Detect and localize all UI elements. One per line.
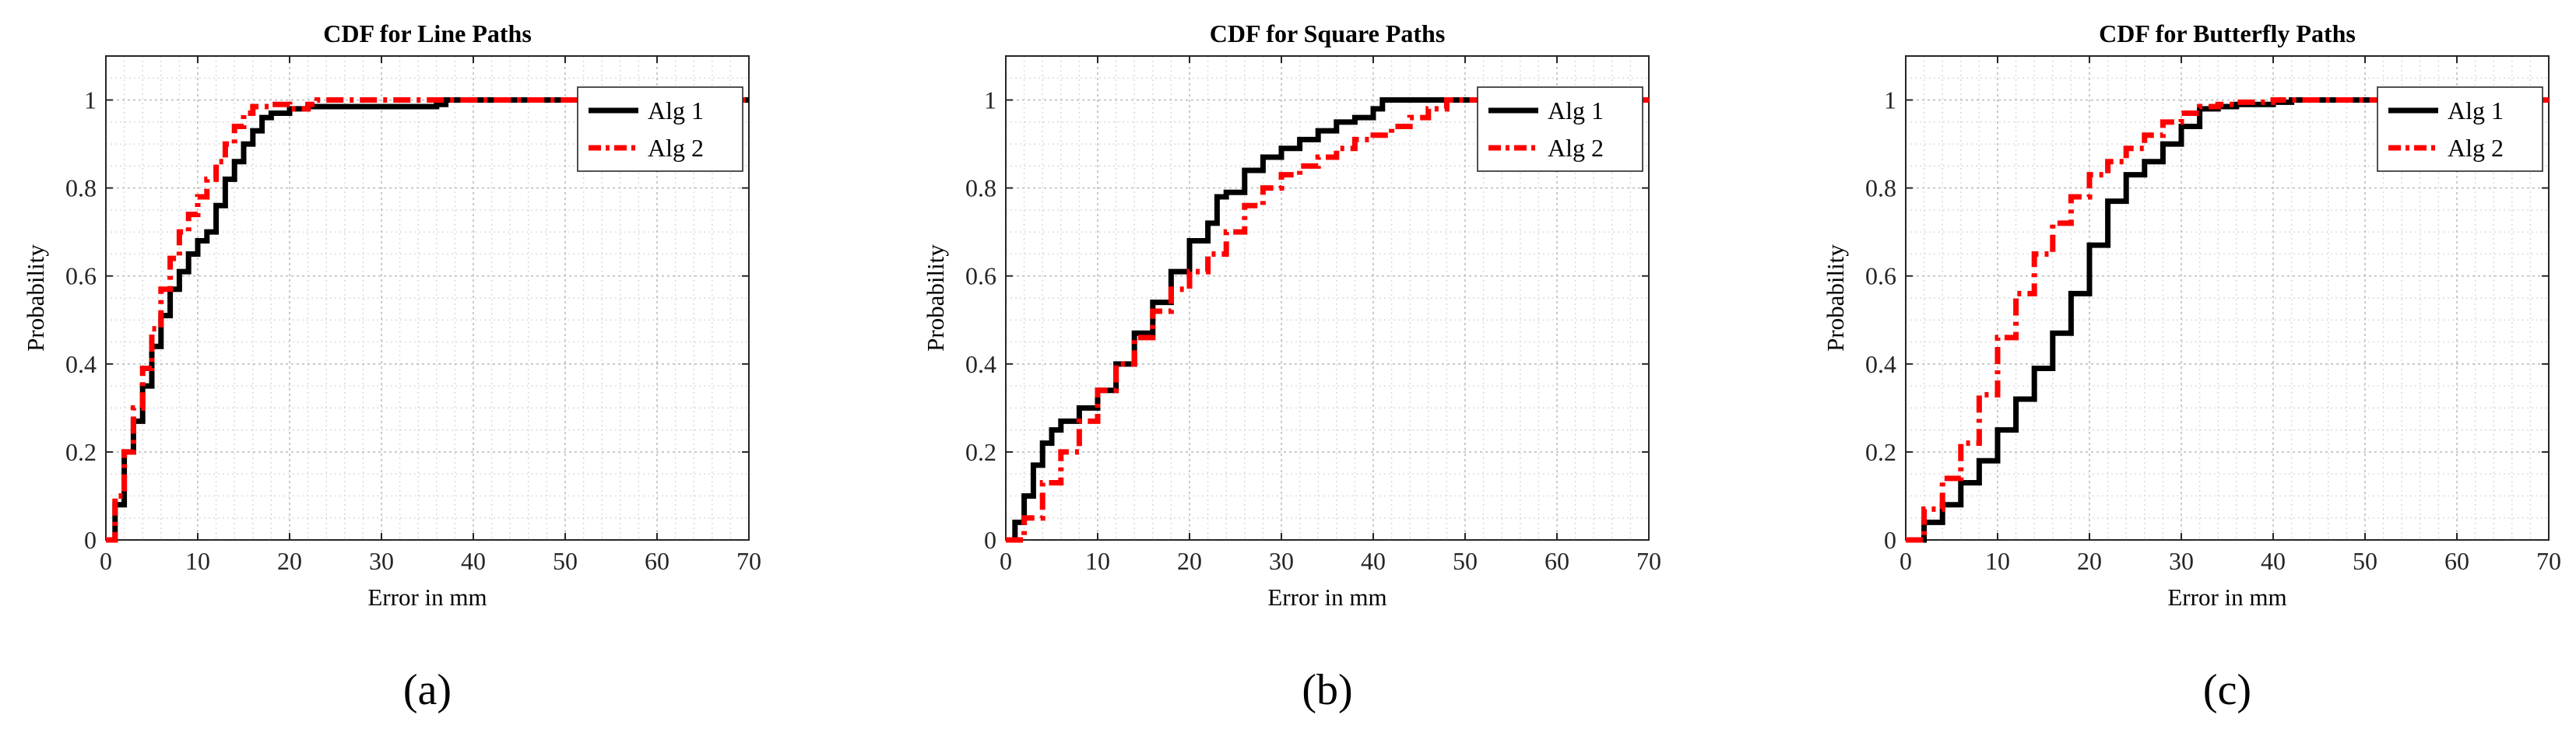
axes-box bbox=[1005, 55, 1650, 541]
x-tick-label: 40 bbox=[2261, 547, 2286, 575]
x-tick-label: 30 bbox=[1269, 547, 1294, 575]
x-tick-label: 30 bbox=[2169, 547, 2194, 575]
x-tick-label: 20 bbox=[1177, 547, 1202, 575]
chart-panel-2: 0 10 20 30 40 50 60 70 0 0.2 0.4 0.6 0.8 1 CDF for Squ… bbox=[922, 19, 1661, 714]
legend-box bbox=[577, 86, 743, 172]
legend-box bbox=[1477, 86, 1643, 172]
x-tick-label: 60 bbox=[1545, 547, 1569, 575]
y-tick-label: 1 bbox=[1884, 86, 1896, 114]
y-axis-label: Probability bbox=[1822, 244, 1849, 352]
x-tick-label: 70 bbox=[736, 547, 761, 575]
legend-label: Alg 1 bbox=[648, 96, 704, 124]
chart-title: CDF for Square Paths bbox=[1210, 19, 1446, 47]
y-tick-label: 0.6 bbox=[65, 262, 97, 290]
x-tick-label: 10 bbox=[185, 547, 210, 575]
subplot-label: (c) bbox=[2203, 666, 2251, 714]
y-tick-label: 0.8 bbox=[65, 174, 97, 202]
y-tick-label: 0.2 bbox=[965, 438, 996, 466]
x-tick-label: 60 bbox=[645, 547, 669, 575]
x-axis-label: Error in mm bbox=[2167, 584, 2286, 611]
chart-title: CDF for Line Paths bbox=[323, 19, 532, 47]
legend-box bbox=[2377, 86, 2543, 172]
legend-label: Alg 1 bbox=[2448, 96, 2504, 124]
y-axis-label: Probability bbox=[922, 244, 949, 352]
x-tick-label: 50 bbox=[1453, 547, 1478, 575]
y-tick-label: 0 bbox=[984, 526, 996, 554]
series-line-2 bbox=[1906, 97, 2549, 543]
axes-box bbox=[1905, 55, 2550, 541]
x-tick-label: 70 bbox=[2536, 547, 2561, 575]
y-tick-label: 0 bbox=[84, 526, 97, 554]
series-line-2 bbox=[106, 97, 749, 543]
y-tick-label: 0.6 bbox=[1865, 262, 1896, 290]
y-tick-label: 0.4 bbox=[965, 350, 996, 378]
series-line-1 bbox=[1006, 97, 1649, 543]
x-tick-label: 20 bbox=[277, 547, 302, 575]
y-tick-label: 1 bbox=[984, 86, 996, 114]
chart-panel-1: 0 10 20 30 40 50 60 70 0 0.2 0.4 0.6 0.8 1 CDF for Lin… bbox=[22, 19, 761, 714]
x-tick-label: 30 bbox=[369, 547, 394, 575]
x-tick-label: 10 bbox=[1085, 547, 1110, 575]
y-tick-label: 0 bbox=[1884, 526, 1896, 554]
y-axis-label: Probability bbox=[22, 244, 49, 352]
x-tick-label: 0 bbox=[1000, 547, 1012, 575]
y-tick-label: 0.8 bbox=[1865, 174, 1896, 202]
x-tick-label: 20 bbox=[2077, 547, 2102, 575]
x-tick-label: 40 bbox=[461, 547, 486, 575]
x-tick-label: 70 bbox=[1636, 547, 1661, 575]
y-tick-label: 0.8 bbox=[965, 174, 996, 202]
y-tick-label: 0.6 bbox=[965, 262, 996, 290]
legend-label: Alg 2 bbox=[1548, 134, 1604, 162]
y-tick-label: 0.2 bbox=[1865, 438, 1896, 466]
legend: Alg 1 Alg 2 bbox=[1477, 86, 1643, 172]
legend-label: Alg 1 bbox=[1548, 96, 1604, 124]
chart-panel-3: 0 10 20 30 40 50 60 70 0 0.2 0.4 0.6 0.8 1 CDF for But… bbox=[1822, 19, 2561, 714]
axes-box bbox=[105, 55, 750, 541]
x-axis-label: Error in mm bbox=[1267, 584, 1386, 611]
chart-title: CDF for Butterfly Paths bbox=[2099, 19, 2356, 47]
legend-label: Alg 2 bbox=[2448, 134, 2504, 162]
subplot-label: (a) bbox=[403, 666, 452, 714]
x-tick-label: 10 bbox=[1985, 547, 2010, 575]
x-tick-label: 50 bbox=[553, 547, 578, 575]
y-tick-label: 0.4 bbox=[65, 350, 97, 378]
x-tick-label: 40 bbox=[1361, 547, 1386, 575]
x-tick-label: 60 bbox=[2444, 547, 2469, 575]
y-tick-label: 0.2 bbox=[65, 438, 97, 466]
subplot-label: (b) bbox=[1302, 666, 1352, 714]
series-line-1 bbox=[1906, 97, 2549, 543]
x-axis-label: Error in mm bbox=[367, 584, 487, 611]
legend: Alg 1 Alg 2 bbox=[2377, 86, 2543, 172]
legend-label: Alg 2 bbox=[648, 134, 704, 162]
x-tick-label: 50 bbox=[2353, 547, 2377, 575]
legend: Alg 1 Alg 2 bbox=[577, 86, 743, 172]
series-line-2 bbox=[1006, 97, 1649, 543]
major-grid bbox=[1905, 56, 2550, 541]
x-tick-label: 0 bbox=[100, 547, 112, 575]
y-tick-label: 0.4 bbox=[1865, 350, 1896, 378]
y-tick-label: 1 bbox=[84, 86, 97, 114]
x-tick-label: 0 bbox=[1899, 547, 1912, 575]
